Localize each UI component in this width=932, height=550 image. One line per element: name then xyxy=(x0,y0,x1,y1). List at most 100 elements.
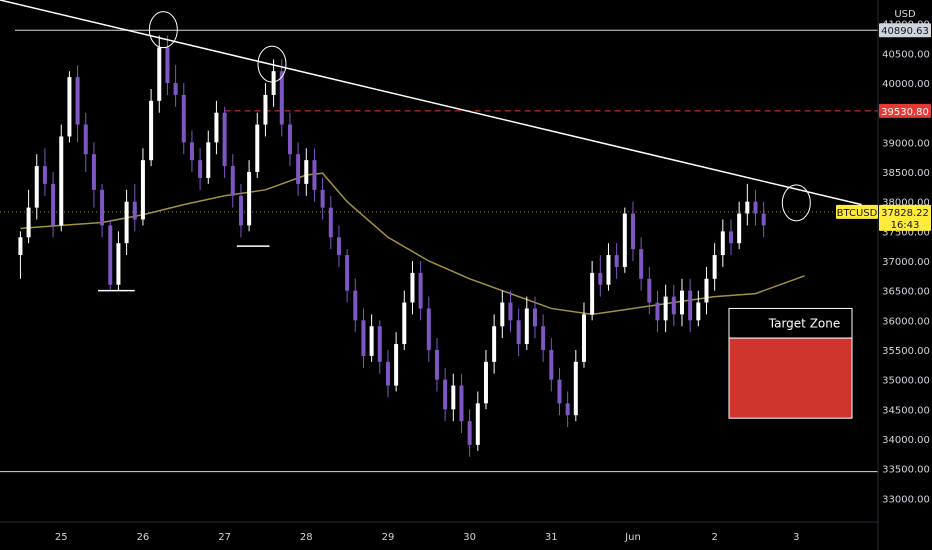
candle-body xyxy=(581,314,586,362)
candle-body xyxy=(75,77,80,125)
candle-body xyxy=(696,302,701,321)
candle-body xyxy=(492,326,497,362)
candle-body xyxy=(230,166,235,196)
candle-body xyxy=(761,213,766,226)
horizontal-levels xyxy=(0,29,878,473)
candle-body xyxy=(67,77,72,137)
target-zone: Target Zone xyxy=(728,307,853,419)
candle-body xyxy=(132,201,137,220)
highlight-circle xyxy=(781,184,811,222)
candle-body xyxy=(663,296,668,321)
last-price-tag-bg xyxy=(879,204,931,231)
candle-body xyxy=(712,255,717,279)
candle-body xyxy=(255,124,260,173)
trend-line xyxy=(0,0,862,206)
candle-body xyxy=(222,112,227,167)
candle-body xyxy=(720,231,725,256)
x-tick-label: 29 xyxy=(382,532,395,543)
candle-body xyxy=(51,183,56,226)
x-tick-label: 30 xyxy=(463,532,476,543)
candle-body xyxy=(410,272,415,303)
candle-body xyxy=(157,47,162,101)
candle-body xyxy=(369,326,374,356)
candle-body xyxy=(704,278,709,303)
y-tick-label: 34000.00 xyxy=(882,435,930,446)
candle-body xyxy=(483,361,488,404)
candle-body xyxy=(189,142,194,161)
y-tick-label: 38000.00 xyxy=(882,198,930,209)
candle-body xyxy=(287,124,292,155)
candle-body xyxy=(565,403,570,416)
candle-body xyxy=(165,47,170,84)
y-tick-label: 36000.00 xyxy=(882,316,930,327)
candle-body xyxy=(671,296,676,315)
last-price-tag: 37828.22 xyxy=(881,208,929,219)
candles xyxy=(18,35,766,457)
time-axis[interactable]: 25 26 27 28 29 30 31 Jun 2 3 xyxy=(55,532,800,543)
x-tick-label: 27 xyxy=(218,532,231,543)
x-tick-label: 28 xyxy=(300,532,313,543)
candle-body xyxy=(402,302,407,345)
candle-body xyxy=(532,308,537,327)
candle-body xyxy=(728,231,733,244)
candle-body xyxy=(467,421,472,445)
candle-body xyxy=(679,290,684,315)
moving-average xyxy=(20,172,805,316)
x-tick-label: 26 xyxy=(137,532,150,543)
candle-body xyxy=(34,166,39,208)
candle-body xyxy=(296,154,301,184)
candle-body xyxy=(345,255,350,291)
x-tick-label: 31 xyxy=(545,532,558,543)
target-zone-header xyxy=(728,307,853,339)
candle-body xyxy=(606,255,611,285)
trend-line-group xyxy=(0,0,862,206)
candle-body xyxy=(328,207,333,238)
candle-body xyxy=(198,160,203,178)
candle-body xyxy=(18,237,23,256)
y-tick-label: 33500.00 xyxy=(882,465,930,476)
candle-body xyxy=(590,272,595,315)
tag-bg-resistance-dashed xyxy=(879,103,931,118)
candle-body xyxy=(377,326,382,362)
y-tick-label: 35000.00 xyxy=(882,376,930,387)
candle-body xyxy=(116,243,121,285)
target-zone-box xyxy=(728,337,853,419)
y-tick-label: 33000.00 xyxy=(882,494,930,505)
candle-body xyxy=(549,349,554,380)
candle-body xyxy=(426,308,431,350)
candle-body xyxy=(181,94,186,143)
candle-body xyxy=(639,249,644,279)
candle-body xyxy=(647,278,652,303)
candle-body xyxy=(83,124,88,155)
candle-body xyxy=(149,100,154,161)
candle-body xyxy=(688,290,693,321)
highlight-circle xyxy=(148,11,178,49)
candle-body xyxy=(459,385,464,422)
candle-body xyxy=(247,172,252,226)
candle-body xyxy=(516,320,521,345)
y-tick-label: 40000.00 xyxy=(882,79,930,90)
tag-bg-resistance-top xyxy=(879,23,931,38)
candle-body xyxy=(320,189,325,208)
y-tick-label: 34500.00 xyxy=(882,405,930,416)
candle-body xyxy=(443,379,448,410)
candle-body xyxy=(598,272,603,285)
candle-body xyxy=(279,71,284,125)
candle-body xyxy=(745,201,750,214)
candle-body xyxy=(59,136,64,226)
candle-body xyxy=(614,255,619,267)
candle-body xyxy=(42,166,47,184)
x-tick-label: 3 xyxy=(793,532,799,543)
candle-body xyxy=(214,112,219,143)
candle-body xyxy=(353,290,358,321)
symbol-tag: BTCUSD xyxy=(837,208,878,219)
candle-body xyxy=(206,142,211,178)
candle-body xyxy=(508,302,513,321)
candle-body xyxy=(26,207,31,238)
candle-body xyxy=(173,83,178,95)
candle-body xyxy=(541,326,546,350)
candle-body xyxy=(475,403,480,445)
